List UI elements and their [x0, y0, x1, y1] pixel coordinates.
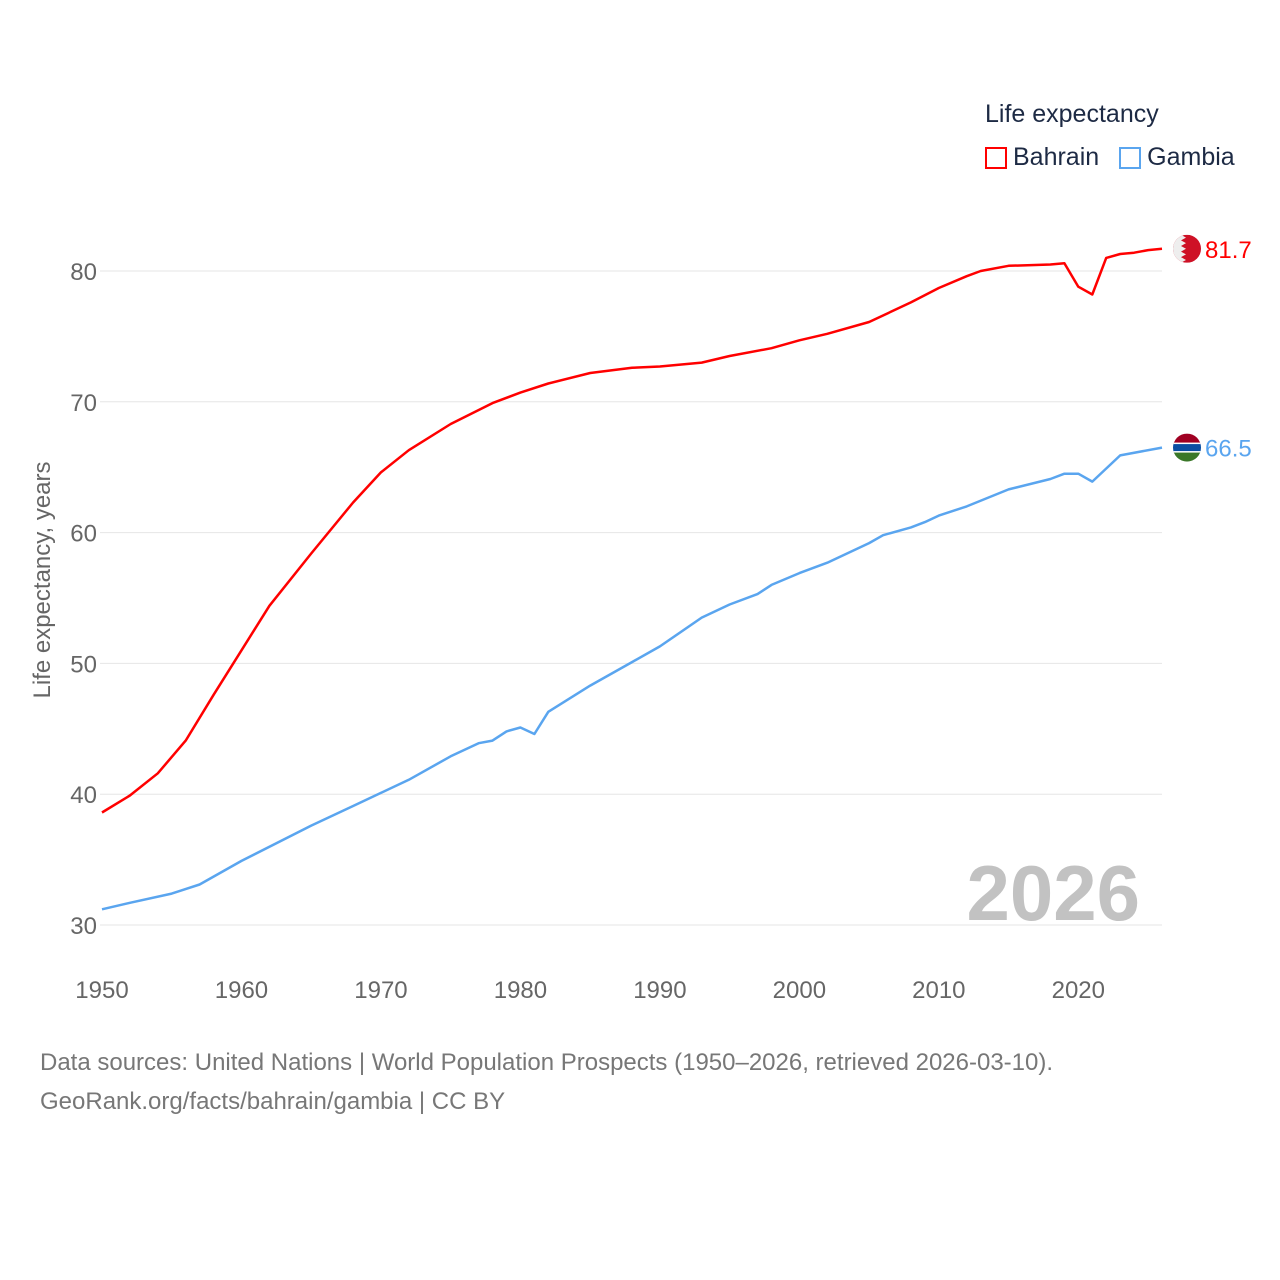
y-tick-label: 30 [70, 913, 97, 940]
x-tick-label: 1980 [494, 977, 547, 1004]
legend: Bahrain Gambia [985, 143, 1235, 172]
legend-swatch-gambia [1119, 146, 1142, 169]
legend-label-bahrain: Bahrain [1013, 143, 1100, 171]
end-value-label-gambia: 66.5 [1205, 436, 1252, 463]
data-source-text: Data sources: United Nations | World Pop… [40, 1049, 1054, 1076]
y-tick-label: 70 [70, 390, 97, 417]
end-value-label-bahrain: 81.7 [1205, 237, 1252, 264]
x-tick-label: 1970 [354, 977, 407, 1004]
x-tick-label: 1960 [215, 977, 268, 1004]
legend-item-gambia[interactable]: Gambia [1119, 143, 1235, 172]
legend-item-bahrain[interactable]: Bahrain [985, 143, 1099, 172]
y-tick-label: 80 [70, 259, 97, 286]
legend-swatch-bahrain [985, 146, 1007, 169]
legend-label-gambia: Gambia [1147, 143, 1235, 171]
year-label: 2026 [966, 849, 1140, 937]
flag-icon-gambia [1173, 433, 1201, 462]
x-tick-label: 2010 [912, 977, 965, 1004]
footer: Data sources: United Nations | World Pop… [40, 1043, 1053, 1121]
x-tick-label: 2020 [1052, 977, 1105, 1004]
x-tick-label: 1990 [633, 977, 686, 1004]
flag-icon-bahrain [1173, 234, 1201, 263]
y-axis-label: Life expectancy, years [29, 461, 56, 698]
series-line-gambia [101, 446, 1163, 911]
x-tick-label: 2000 [773, 977, 826, 1004]
x-tick-label: 1950 [75, 977, 128, 1004]
y-tick-label: 60 [70, 521, 97, 548]
legend-title: Life expectancy [985, 100, 1159, 128]
y-tick-label: 50 [70, 651, 97, 678]
y-tick-label: 40 [70, 782, 97, 809]
source-link[interactable]: GeoRank.org/facts/bahrain/gambia | CC BY [40, 1088, 506, 1115]
series-line-bahrain [101, 247, 1163, 814]
